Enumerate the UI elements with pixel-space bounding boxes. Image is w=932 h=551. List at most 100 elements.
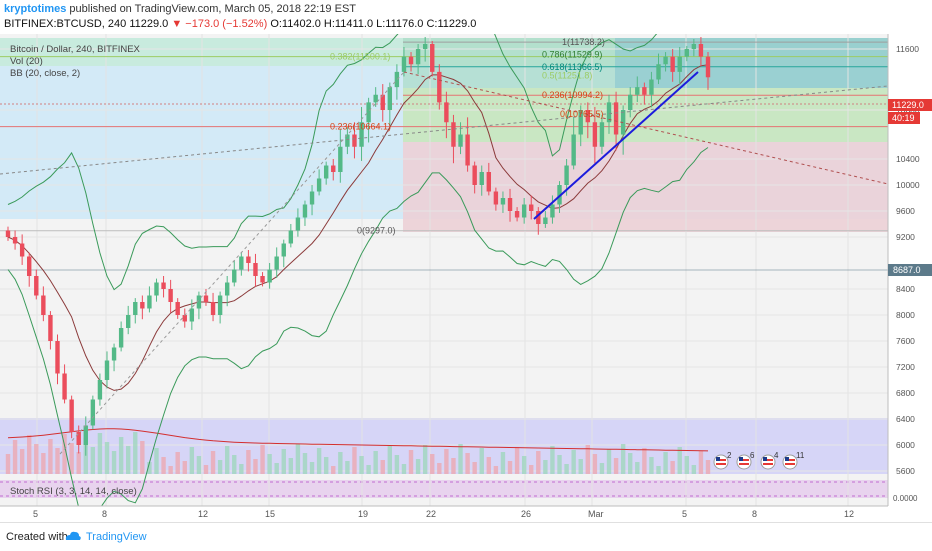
candle-body bbox=[677, 56, 682, 72]
tradingview-logo-icon[interactable] bbox=[64, 529, 82, 543]
y-tick-label: 6400 bbox=[896, 414, 915, 424]
volume-bar bbox=[613, 458, 619, 474]
volume-bar bbox=[486, 457, 492, 474]
candle-body bbox=[536, 211, 541, 224]
countdown-tag-text: 40:19 bbox=[892, 113, 915, 123]
candle-body bbox=[366, 102, 371, 123]
candle-body bbox=[126, 315, 131, 328]
publish-line: kryptotimes published on TradingView.com… bbox=[4, 3, 356, 15]
volume-bar bbox=[154, 448, 159, 474]
candle-body bbox=[224, 282, 230, 296]
candle-body bbox=[154, 282, 159, 296]
candle-body bbox=[599, 122, 605, 147]
volume-bar bbox=[430, 454, 435, 474]
event-badges[interactable]: 2 6 4 11 bbox=[713, 451, 805, 470]
candle-body bbox=[401, 56, 407, 72]
candle-body bbox=[642, 87, 647, 95]
volume-bar bbox=[309, 462, 315, 474]
marker-price-tag bbox=[888, 264, 932, 276]
volume-bar bbox=[564, 464, 569, 474]
fib-label: 0.5(11251.8) bbox=[542, 71, 592, 81]
candle-body bbox=[550, 204, 555, 218]
candle-body bbox=[338, 146, 343, 172]
volume-bar bbox=[48, 439, 53, 474]
volume-bar bbox=[606, 449, 612, 474]
candle-body bbox=[41, 295, 46, 315]
candle-body bbox=[359, 122, 364, 147]
candle-body bbox=[394, 71, 400, 88]
dashed-trendline-support bbox=[0, 85, 889, 175]
candle-body bbox=[316, 178, 322, 192]
change-value: −173.0 (−1.52%) bbox=[185, 18, 268, 30]
volume-bar bbox=[175, 452, 180, 474]
event-badge-count: 6 bbox=[750, 451, 755, 460]
candle-body bbox=[147, 295, 152, 309]
volume-bar bbox=[635, 462, 640, 474]
candle-body bbox=[267, 269, 272, 283]
candle-body bbox=[635, 87, 640, 95]
y-tick-label: 8000 bbox=[896, 310, 915, 320]
volume-bar bbox=[543, 460, 548, 474]
price-chart[interactable]: 0.5(12193.3)0.382(11500.1)0.236(10664.1)… bbox=[0, 34, 932, 522]
volume-bar bbox=[111, 451, 117, 474]
volume-bar bbox=[62, 434, 67, 474]
volume-bar bbox=[189, 447, 195, 474]
candle-body bbox=[182, 315, 187, 322]
fib-zone-teal bbox=[615, 38, 888, 88]
candle-body bbox=[521, 204, 527, 218]
volume-bar bbox=[140, 441, 145, 474]
flag-stripe bbox=[763, 459, 773, 461]
candle-body bbox=[302, 204, 308, 218]
bb-lower-line bbox=[7, 147, 709, 520]
countdown-tag bbox=[888, 112, 920, 124]
candle-body bbox=[458, 134, 463, 147]
volume-bar bbox=[295, 444, 301, 474]
candle-body bbox=[380, 94, 385, 110]
candle-body bbox=[422, 44, 428, 49]
candle-body bbox=[373, 94, 378, 103]
volume-bar bbox=[705, 460, 711, 474]
legend-volume: Vol (20) bbox=[10, 56, 43, 67]
x-tick-label: Mar bbox=[588, 509, 604, 519]
x-tick-label: 12 bbox=[844, 509, 854, 519]
candle-body bbox=[663, 56, 668, 65]
event-badge-count: 4 bbox=[774, 451, 779, 460]
volume-bar bbox=[69, 443, 74, 474]
x-tick-label: 8 bbox=[102, 509, 107, 519]
volume-bar bbox=[76, 452, 81, 474]
candle-body bbox=[104, 360, 110, 380]
author-link[interactable]: kryptotimes bbox=[4, 3, 67, 15]
tradingview-brand[interactable]: TradingView bbox=[86, 531, 147, 543]
candle-body bbox=[196, 295, 202, 309]
volume-bar bbox=[670, 461, 675, 474]
candle-body bbox=[628, 94, 633, 110]
y-axis-ticks: 1200011600108001040010000960092008400800… bbox=[893, 44, 920, 503]
volume-bar bbox=[104, 442, 110, 474]
volume-bar bbox=[408, 450, 414, 474]
candle-body bbox=[168, 289, 173, 302]
flag-stripe bbox=[763, 463, 773, 465]
event-badge-count: 2 bbox=[727, 451, 732, 460]
marker-price-tag-text: 8687.0 bbox=[893, 265, 921, 275]
flag-canton bbox=[716, 457, 720, 461]
candle-body bbox=[83, 425, 88, 445]
volume-bar bbox=[232, 455, 237, 474]
volume-bar bbox=[557, 455, 562, 474]
volume-bar bbox=[126, 446, 131, 474]
volume-bar bbox=[331, 466, 336, 474]
candle-body bbox=[514, 211, 520, 218]
candle-body bbox=[430, 44, 435, 72]
event-badge-count: 11 bbox=[796, 451, 805, 460]
legend-bb: BB (20, close, 2) bbox=[10, 68, 80, 79]
y-tick-label: 6000 bbox=[896, 440, 915, 450]
time-axis[interactable] bbox=[0, 506, 932, 522]
volume-bar bbox=[217, 460, 223, 474]
volume-bar bbox=[592, 454, 598, 474]
y-tick-label: 7200 bbox=[896, 362, 915, 372]
candle-body bbox=[387, 87, 393, 110]
volume-bar bbox=[387, 446, 393, 474]
candle-body bbox=[97, 380, 103, 400]
candle-body bbox=[691, 44, 697, 49]
flag-stripe bbox=[739, 463, 749, 465]
candle-body bbox=[246, 256, 251, 263]
